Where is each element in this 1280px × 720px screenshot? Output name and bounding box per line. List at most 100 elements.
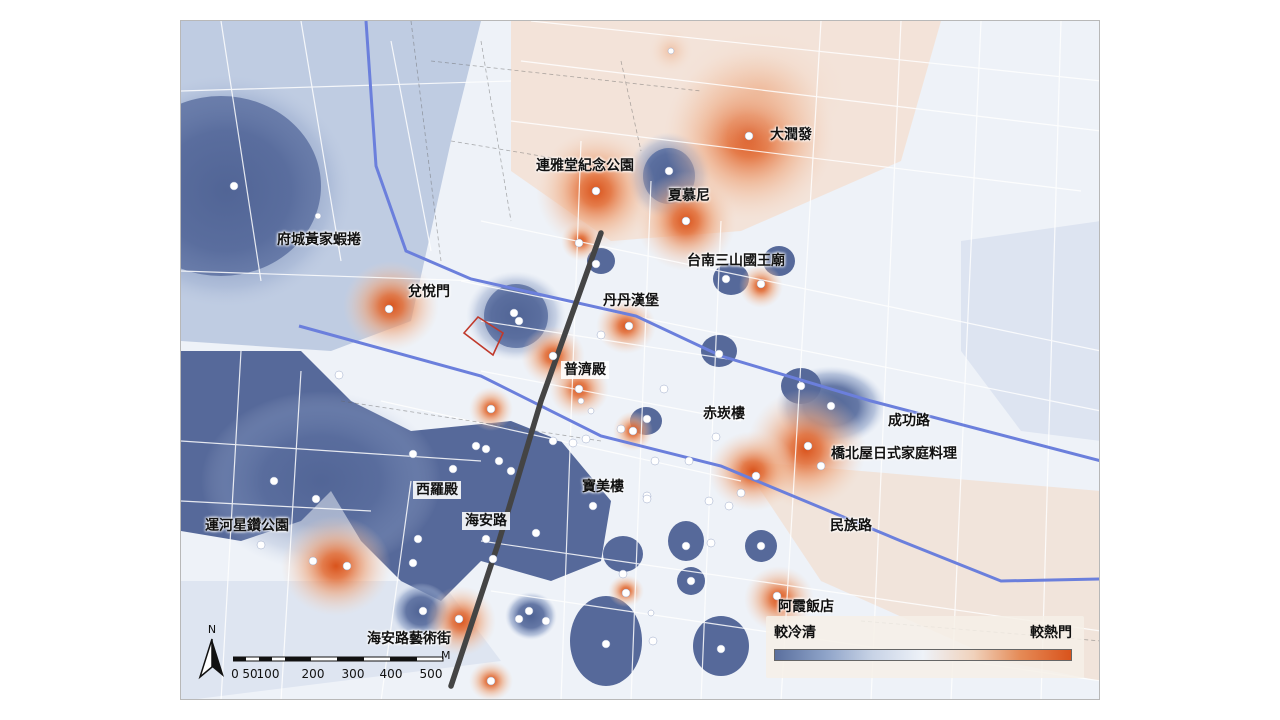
label-duiyuemen[interactable]: 兌悅門 bbox=[408, 284, 450, 300]
label-chikanlou[interactable]: 赤崁樓 bbox=[703, 406, 745, 422]
point-marker[interactable] bbox=[568, 438, 578, 448]
scale-tick: 100 bbox=[256, 667, 280, 681]
point-marker[interactable] bbox=[448, 464, 458, 474]
label-lianyatang[interactable]: 連雅堂紀念公園 bbox=[536, 158, 634, 174]
point-marker[interactable] bbox=[628, 426, 638, 436]
point-marker[interactable] bbox=[418, 606, 428, 616]
point-marker[interactable] bbox=[621, 588, 631, 598]
point-marker[interactable] bbox=[334, 370, 344, 380]
point-marker[interactable] bbox=[616, 424, 626, 434]
point-marker[interactable] bbox=[408, 558, 418, 568]
point-marker[interactable] bbox=[601, 639, 611, 649]
label-dadengfa[interactable]: 大潤發 bbox=[770, 127, 812, 143]
label-baomeilou[interactable]: 寶美樓 bbox=[582, 479, 624, 495]
point-marker[interactable] bbox=[506, 466, 516, 476]
point-marker[interactable] bbox=[659, 384, 669, 394]
point-marker[interactable] bbox=[642, 494, 652, 504]
legend-color-ramp bbox=[774, 649, 1072, 661]
point-marker[interactable] bbox=[596, 330, 606, 340]
point-marker[interactable] bbox=[269, 476, 279, 486]
point-marker[interactable] bbox=[548, 436, 558, 446]
point-marker[interactable] bbox=[256, 540, 266, 550]
label-minzu[interactable]: 民族路 bbox=[830, 518, 872, 534]
point-marker[interactable] bbox=[577, 397, 585, 405]
point-marker[interactable] bbox=[736, 488, 746, 498]
label-yunhe[interactable]: 運河星鑽公園 bbox=[205, 518, 289, 534]
point-marker[interactable] bbox=[471, 441, 481, 451]
point-marker[interactable] bbox=[514, 614, 524, 624]
point-marker[interactable] bbox=[716, 644, 726, 654]
point-marker[interactable] bbox=[574, 384, 584, 394]
point-marker[interactable] bbox=[454, 614, 464, 624]
point-marker[interactable] bbox=[704, 496, 714, 506]
point-marker[interactable] bbox=[314, 212, 322, 220]
point-marker[interactable] bbox=[588, 501, 598, 511]
point-marker[interactable] bbox=[681, 216, 691, 226]
label-chenggong[interactable]: 成功路 bbox=[888, 413, 930, 429]
label-haian[interactable]: 海安路 bbox=[462, 512, 510, 530]
point-marker[interactable] bbox=[684, 456, 694, 466]
point-marker[interactable] bbox=[494, 456, 504, 466]
point-marker[interactable] bbox=[803, 441, 813, 451]
point-marker[interactable] bbox=[481, 444, 491, 454]
point-marker[interactable] bbox=[587, 407, 595, 415]
point-marker[interactable] bbox=[647, 609, 655, 617]
heatmap-canvas[interactable] bbox=[181, 21, 1100, 700]
point-marker[interactable] bbox=[724, 501, 734, 511]
point-marker[interactable] bbox=[413, 534, 423, 544]
label-dandan[interactable]: 丹丹漢堡 bbox=[603, 293, 659, 309]
point-marker[interactable] bbox=[229, 181, 239, 191]
point-marker[interactable] bbox=[509, 308, 519, 318]
label-sanshan[interactable]: 台南三山國王廟 bbox=[687, 253, 785, 269]
label-haian-art[interactable]: 海安路藝術街 bbox=[367, 631, 451, 647]
point-marker[interactable] bbox=[664, 166, 674, 176]
point-marker[interactable] bbox=[311, 494, 321, 504]
point-marker[interactable] bbox=[531, 528, 541, 538]
point-marker[interactable] bbox=[591, 259, 601, 269]
point-marker[interactable] bbox=[486, 676, 496, 686]
point-marker[interactable] bbox=[756, 279, 766, 289]
map-frame[interactable]: 大潤發 連雅堂紀念公園 夏慕尼 府城黃家蝦捲 台南三山國王廟 兌悅門 丹丹漢堡 … bbox=[180, 20, 1100, 700]
point-marker[interactable] bbox=[756, 541, 766, 551]
point-marker[interactable] bbox=[721, 274, 731, 284]
point-marker[interactable] bbox=[541, 616, 551, 626]
point-marker[interactable] bbox=[816, 461, 826, 471]
point-marker[interactable] bbox=[711, 432, 721, 442]
label-xiamuni[interactable]: 夏慕尼 bbox=[668, 188, 710, 204]
scale-tick: 500 bbox=[419, 667, 443, 681]
label-fucheng[interactable]: 府城黃家蝦捲 bbox=[277, 232, 361, 248]
point-marker[interactable] bbox=[826, 401, 836, 411]
point-marker[interactable] bbox=[481, 534, 491, 544]
point-marker[interactable] bbox=[574, 238, 584, 248]
point-marker[interactable] bbox=[591, 186, 601, 196]
point-marker[interactable] bbox=[581, 434, 591, 444]
point-marker[interactable] bbox=[744, 131, 754, 141]
point-marker[interactable] bbox=[524, 606, 534, 616]
point-marker[interactable] bbox=[514, 316, 524, 326]
point-marker[interactable] bbox=[624, 321, 634, 331]
point-marker[interactable] bbox=[488, 554, 498, 564]
label-xiluodian[interactable]: 西羅殿 bbox=[413, 481, 461, 499]
point-marker[interactable] bbox=[308, 556, 318, 566]
point-marker[interactable] bbox=[648, 636, 658, 646]
point-marker[interactable] bbox=[772, 591, 782, 601]
point-marker[interactable] bbox=[384, 304, 394, 314]
point-marker[interactable] bbox=[706, 538, 716, 548]
point-marker[interactable] bbox=[667, 47, 675, 55]
point-marker[interactable] bbox=[642, 414, 652, 424]
point-marker[interactable] bbox=[618, 569, 628, 579]
point-marker[interactable] bbox=[751, 471, 761, 481]
point-marker[interactable] bbox=[548, 351, 558, 361]
label-axia[interactable]: 阿霞飯店 bbox=[778, 599, 834, 615]
point-marker[interactable] bbox=[681, 541, 691, 551]
point-marker[interactable] bbox=[486, 404, 496, 414]
point-marker[interactable] bbox=[342, 561, 352, 571]
road-chenggong bbox=[364, 21, 1099, 463]
point-marker[interactable] bbox=[796, 381, 806, 391]
point-marker[interactable] bbox=[686, 576, 696, 586]
point-marker[interactable] bbox=[714, 349, 724, 359]
label-qiaobeiwu[interactable]: 橋北屋日式家庭料理 bbox=[831, 446, 957, 462]
point-marker[interactable] bbox=[650, 456, 660, 466]
point-marker[interactable] bbox=[408, 449, 418, 459]
label-pujidian[interactable]: 普濟殿 bbox=[561, 361, 609, 379]
